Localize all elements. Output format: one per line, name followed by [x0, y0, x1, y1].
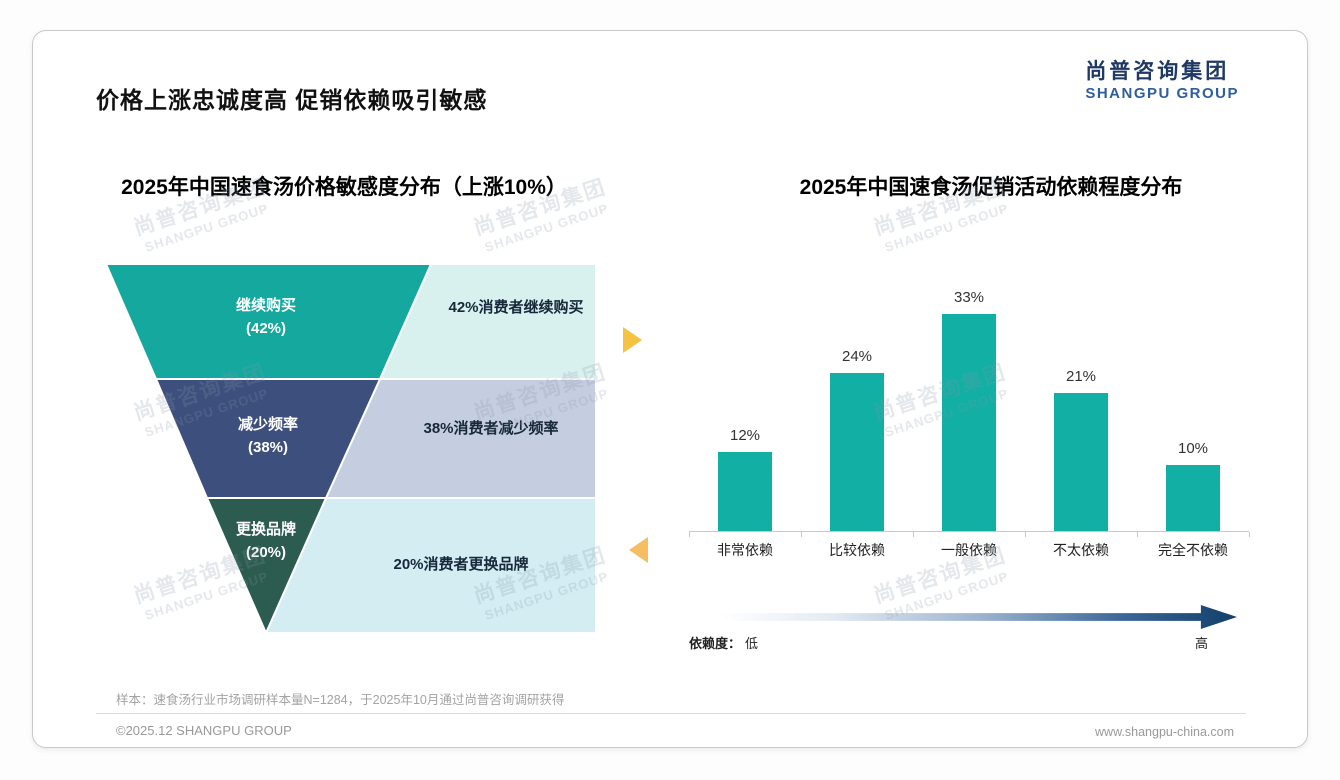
bar-category-label: 比较依赖: [829, 542, 885, 558]
bar-category-label: 一般依赖: [941, 542, 997, 558]
logo-en-text: SHANGPU GROUP: [1085, 85, 1239, 103]
footer-website: www.shangpu-china.com: [1095, 725, 1234, 739]
footer-divider: [96, 713, 1246, 714]
bar-value-label: 24%: [841, 348, 873, 365]
funnel-chart: [104, 263, 597, 636]
funnel-level-3-dark: [205, 497, 328, 636]
dependency-high-label: 高: [1195, 636, 1209, 651]
bar-value-label: 33%: [953, 289, 985, 306]
funnel-level-2-label: 减少频率 (38%): [193, 414, 343, 459]
bar-value-label: 10%: [1177, 440, 1209, 457]
arrow-right-icon: [623, 327, 642, 353]
page-title: 价格上涨忠诚度高 促销依赖吸引敏感: [96, 87, 488, 113]
funnel-level-3-label: 更换品牌 (20%): [191, 519, 341, 564]
bar-categories: 非常依赖 比较依赖 一般依赖 不太依赖 完全不依赖: [689, 540, 1249, 560]
bar: [1166, 465, 1220, 531]
funnel-level-1-name: 继续购买: [235, 297, 296, 314]
axis-tick: [913, 532, 914, 537]
axis-tick: [1249, 532, 1250, 537]
funnel-level-1-desc: 42%消费者继续购买: [448, 299, 584, 316]
axis-tick: [801, 532, 802, 537]
arrow-left-icon: [629, 537, 648, 563]
slide-card: 价格上涨忠诚度高 促销依赖吸引敏感 尚普咨询集团 SHANGPU GROUP 2…: [32, 30, 1308, 748]
bar-category-label: 不太依赖: [1053, 542, 1109, 558]
funnel-level-3-pct: (20%): [245, 543, 286, 561]
bar: [718, 452, 772, 531]
footer-copyright: ©2025.12 SHANGPU GROUP: [116, 723, 292, 738]
sample-note: 样本：速食汤行业市场调研样本量N=1284，于2025年10月通过尚普咨询调研获…: [116, 693, 565, 707]
bar-category-label: 非常依赖: [717, 542, 773, 558]
dependency-low-label: 低: [745, 636, 759, 651]
funnel-level-2-pct: (38%): [247, 438, 288, 456]
funnel-level-2-name: 减少频率: [237, 416, 298, 433]
bars-layer: 12% 24% 33% 21% 10%: [689, 289, 1249, 531]
bar: [942, 314, 996, 531]
funnel-level-3-desc: 20%消费者更换品牌: [393, 556, 529, 573]
logo-cn-text: 尚普咨询集团: [1085, 60, 1230, 83]
company-logo: 尚普咨询集团 SHANGPU GROUP: [1085, 59, 1239, 102]
bar-value-label: 12%: [729, 427, 761, 444]
bar-value-label: 21%: [1065, 368, 1097, 385]
dependency-axis-label: 依赖度：: [689, 636, 742, 651]
bar: [830, 373, 884, 531]
bar-chart-title: 2025年中国速食汤促销活动依赖程度分布: [799, 176, 1183, 199]
funnel-level-2-desc: 38%消费者减少频率: [423, 420, 559, 437]
bar-chart-axis: [689, 531, 1249, 532]
bar-category-label: 完全不依赖: [1158, 542, 1228, 558]
axis-tick: [1025, 532, 1026, 537]
funnel-level-1-label: 继续购买 (42%): [191, 295, 341, 340]
funnel-level-1-pct: (42%): [245, 319, 286, 337]
funnel-level-3-name: 更换品牌: [235, 521, 296, 538]
bar: [1054, 393, 1108, 531]
axis-tick: [689, 532, 690, 537]
axis-tick: [1137, 532, 1138, 537]
funnel-chart-title: 2025年中国速食汤价格敏感度分布（上涨10%）: [121, 176, 567, 199]
